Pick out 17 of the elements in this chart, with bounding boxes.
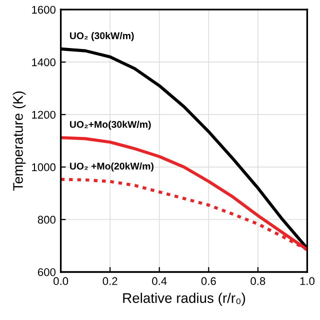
x-tick-label: 0.6	[201, 277, 216, 286]
x-tick-label: 0.4	[152, 277, 167, 286]
series-label: UO₂ (30kW/m)	[70, 32, 134, 42]
y-axis-title: Temperature (K)	[12, 91, 26, 191]
y-tick-label: 800	[38, 216, 56, 224]
x-tick-label: 0.0	[54, 277, 68, 286]
x-tick-label: 0.8	[250, 277, 266, 286]
y-tick-label: 1400	[32, 58, 56, 66]
series-label: UO₂ +Mo(20kW/m)	[70, 162, 154, 172]
y-tick-label: 1200	[32, 110, 56, 119]
y-tick-label: 600	[38, 268, 56, 276]
x-tick-label: 0.2	[102, 277, 118, 286]
series-label: UO₂+Mo(30kW/m)	[70, 120, 151, 130]
y-tick-label: 1600	[32, 6, 56, 14]
y-tick-label: 1000	[32, 163, 56, 172]
x-axis-title: Relative radius (r/r₀)	[123, 292, 246, 306]
x-tick-label: 1.0	[300, 277, 314, 286]
